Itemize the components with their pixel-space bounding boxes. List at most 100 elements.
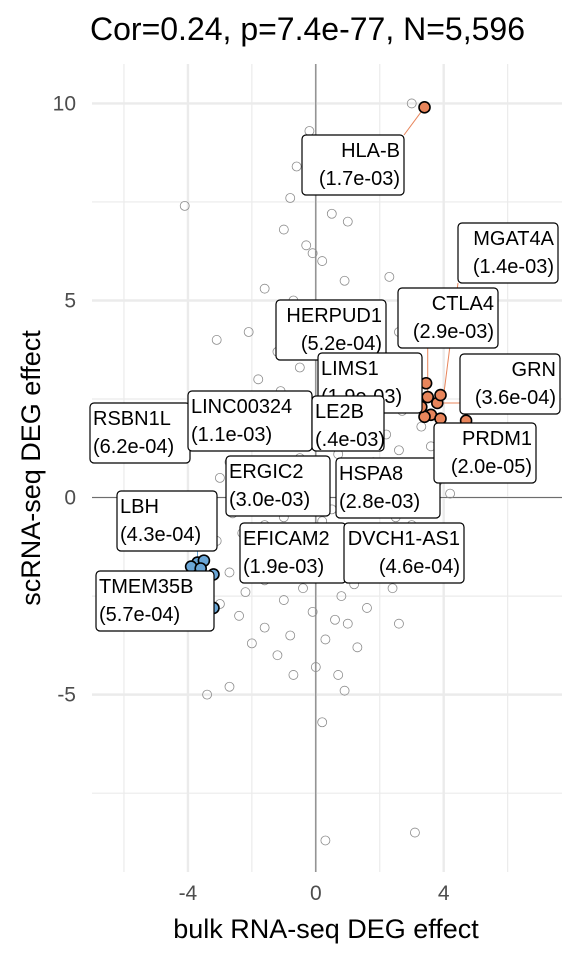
gene-name: TMEM35B — [99, 576, 193, 598]
data-point — [342, 618, 353, 629]
data-point — [234, 610, 244, 621]
data-point — [326, 208, 337, 219]
gene-labels: HLA-B (1.7e-03) MGAT4A (1.4e-03) CTLA4 (2.9e-… — [89, 134, 561, 632]
data-point — [202, 689, 213, 700]
data-point — [259, 283, 270, 294]
up-point — [434, 388, 447, 402]
data-point — [214, 472, 225, 483]
axis-ticks: -4 0 4 -5 0 5 10 — [53, 92, 450, 905]
data-point — [394, 445, 404, 456]
data-point — [246, 638, 257, 649]
gene-label: LINC00324 (1.1e-03) — [187, 390, 313, 452]
gene-name: CTLA4 — [432, 293, 494, 315]
data-point — [352, 642, 363, 653]
data-point — [259, 622, 270, 633]
gene-pvalue: (1.9e-03) — [243, 556, 324, 578]
gene-name: DVCH1-AS1 — [348, 528, 460, 550]
gene-name: ERGIC2 — [229, 461, 303, 483]
gene-label: HSPA8 (2.8e-03) — [335, 457, 441, 519]
gene-pvalue: (5.7e-04) — [99, 604, 180, 626]
label-box — [95, 570, 215, 632]
y-tick-label: 5 — [64, 289, 76, 312]
data-point — [211, 335, 222, 345]
data-point — [224, 567, 235, 578]
up-point — [418, 101, 431, 114]
data-point — [320, 835, 331, 846]
data-point — [253, 374, 264, 385]
label-box — [301, 134, 405, 196]
gene-label: LE2B (.4e-03) — [311, 395, 385, 452]
gene-name: PRDM1 — [462, 428, 532, 450]
x-tick-label: -4 — [179, 882, 198, 905]
y-axis-label: scRNA-seq DEG effect — [16, 330, 46, 606]
data-point — [330, 614, 340, 625]
highlight-points — [184, 101, 473, 615]
gene-label: DVCH1-AS1 (4.6e-04) — [343, 522, 465, 584]
data-point — [240, 587, 251, 598]
gene-name: LE2B — [315, 401, 364, 423]
data-point — [320, 634, 331, 645]
data-point — [224, 681, 235, 692]
data-point — [278, 595, 289, 605]
data-point — [317, 256, 328, 266]
label-box — [311, 395, 385, 452]
data-point — [387, 583, 398, 594]
label-box — [343, 522, 465, 584]
gene-label: HLA-B (1.7e-03) — [301, 134, 405, 196]
gene-label: PRDM1 (2.0e-05) — [433, 422, 537, 484]
label-box — [116, 490, 218, 552]
gene-name: RSBN1L — [93, 408, 171, 430]
gene-pvalue: (1.7e-03) — [319, 168, 400, 190]
data-point — [317, 717, 328, 728]
data-point — [301, 240, 312, 251]
up-point — [421, 390, 435, 404]
gene-name: HERPUD1 — [286, 305, 382, 327]
gene-pvalue: (5.2e-04) — [301, 333, 382, 355]
gene-name: MGAT4A — [473, 228, 554, 250]
label-box — [459, 353, 561, 415]
gene-pvalue: (2.0e-05) — [451, 456, 532, 478]
gene-label: EFICAM2 (1.9e-03) — [239, 522, 347, 584]
gene-name: HSPA8 — [339, 463, 403, 485]
data-point — [294, 362, 305, 373]
gene-pvalue: (2.9e-03) — [413, 321, 494, 343]
y-tick-label: -5 — [57, 684, 76, 707]
label-box — [397, 287, 499, 349]
data-point — [285, 193, 296, 203]
data-point — [307, 606, 318, 617]
gene-label: ERGIC2 (3.0e-03) — [225, 455, 331, 517]
x-tick-label: 0 — [310, 882, 322, 905]
label-box — [457, 222, 559, 284]
label-box — [433, 422, 537, 484]
gene-name: EFICAM2 — [243, 528, 330, 550]
gene-pvalue: (6.2e-04) — [93, 436, 174, 458]
gene-name: LIMS1 — [321, 358, 379, 380]
data-point — [307, 248, 318, 259]
data-point — [394, 618, 404, 629]
data-point — [406, 98, 417, 109]
data-point — [410, 827, 420, 838]
gene-pvalue: (1.1e-03) — [191, 424, 272, 446]
gene-pvalue: (3.0e-03) — [229, 489, 310, 511]
gene-pvalue: (3.6e-04) — [475, 387, 556, 409]
gene-label: RSBN1L (6.2e-04) — [89, 402, 191, 464]
label-box — [225, 455, 331, 517]
y-tick-label: 0 — [64, 487, 76, 510]
data-point — [339, 685, 350, 696]
data-point — [179, 200, 190, 211]
gene-pvalue: (4.6e-04) — [379, 556, 460, 578]
data-point — [291, 161, 302, 172]
data-point — [304, 126, 315, 136]
gene-label: CTLA4 (2.9e-03) — [397, 287, 499, 349]
gene-label: TMEM35B (5.7e-04) — [95, 570, 215, 632]
gene-label: MGAT4A (1.4e-03) — [457, 222, 559, 284]
gene-pvalue: (2.8e-03) — [339, 491, 420, 513]
data-point — [243, 327, 254, 337]
data-point — [336, 591, 347, 601]
data-point — [445, 488, 455, 499]
x-tick-label: 4 — [438, 882, 450, 905]
gene-label: GRN (3.6e-04) — [459, 353, 561, 415]
data-point — [384, 271, 395, 282]
gene-pvalue: (4.3e-04) — [120, 524, 201, 546]
gene-label: LBH (4.3e-04) — [116, 490, 218, 552]
